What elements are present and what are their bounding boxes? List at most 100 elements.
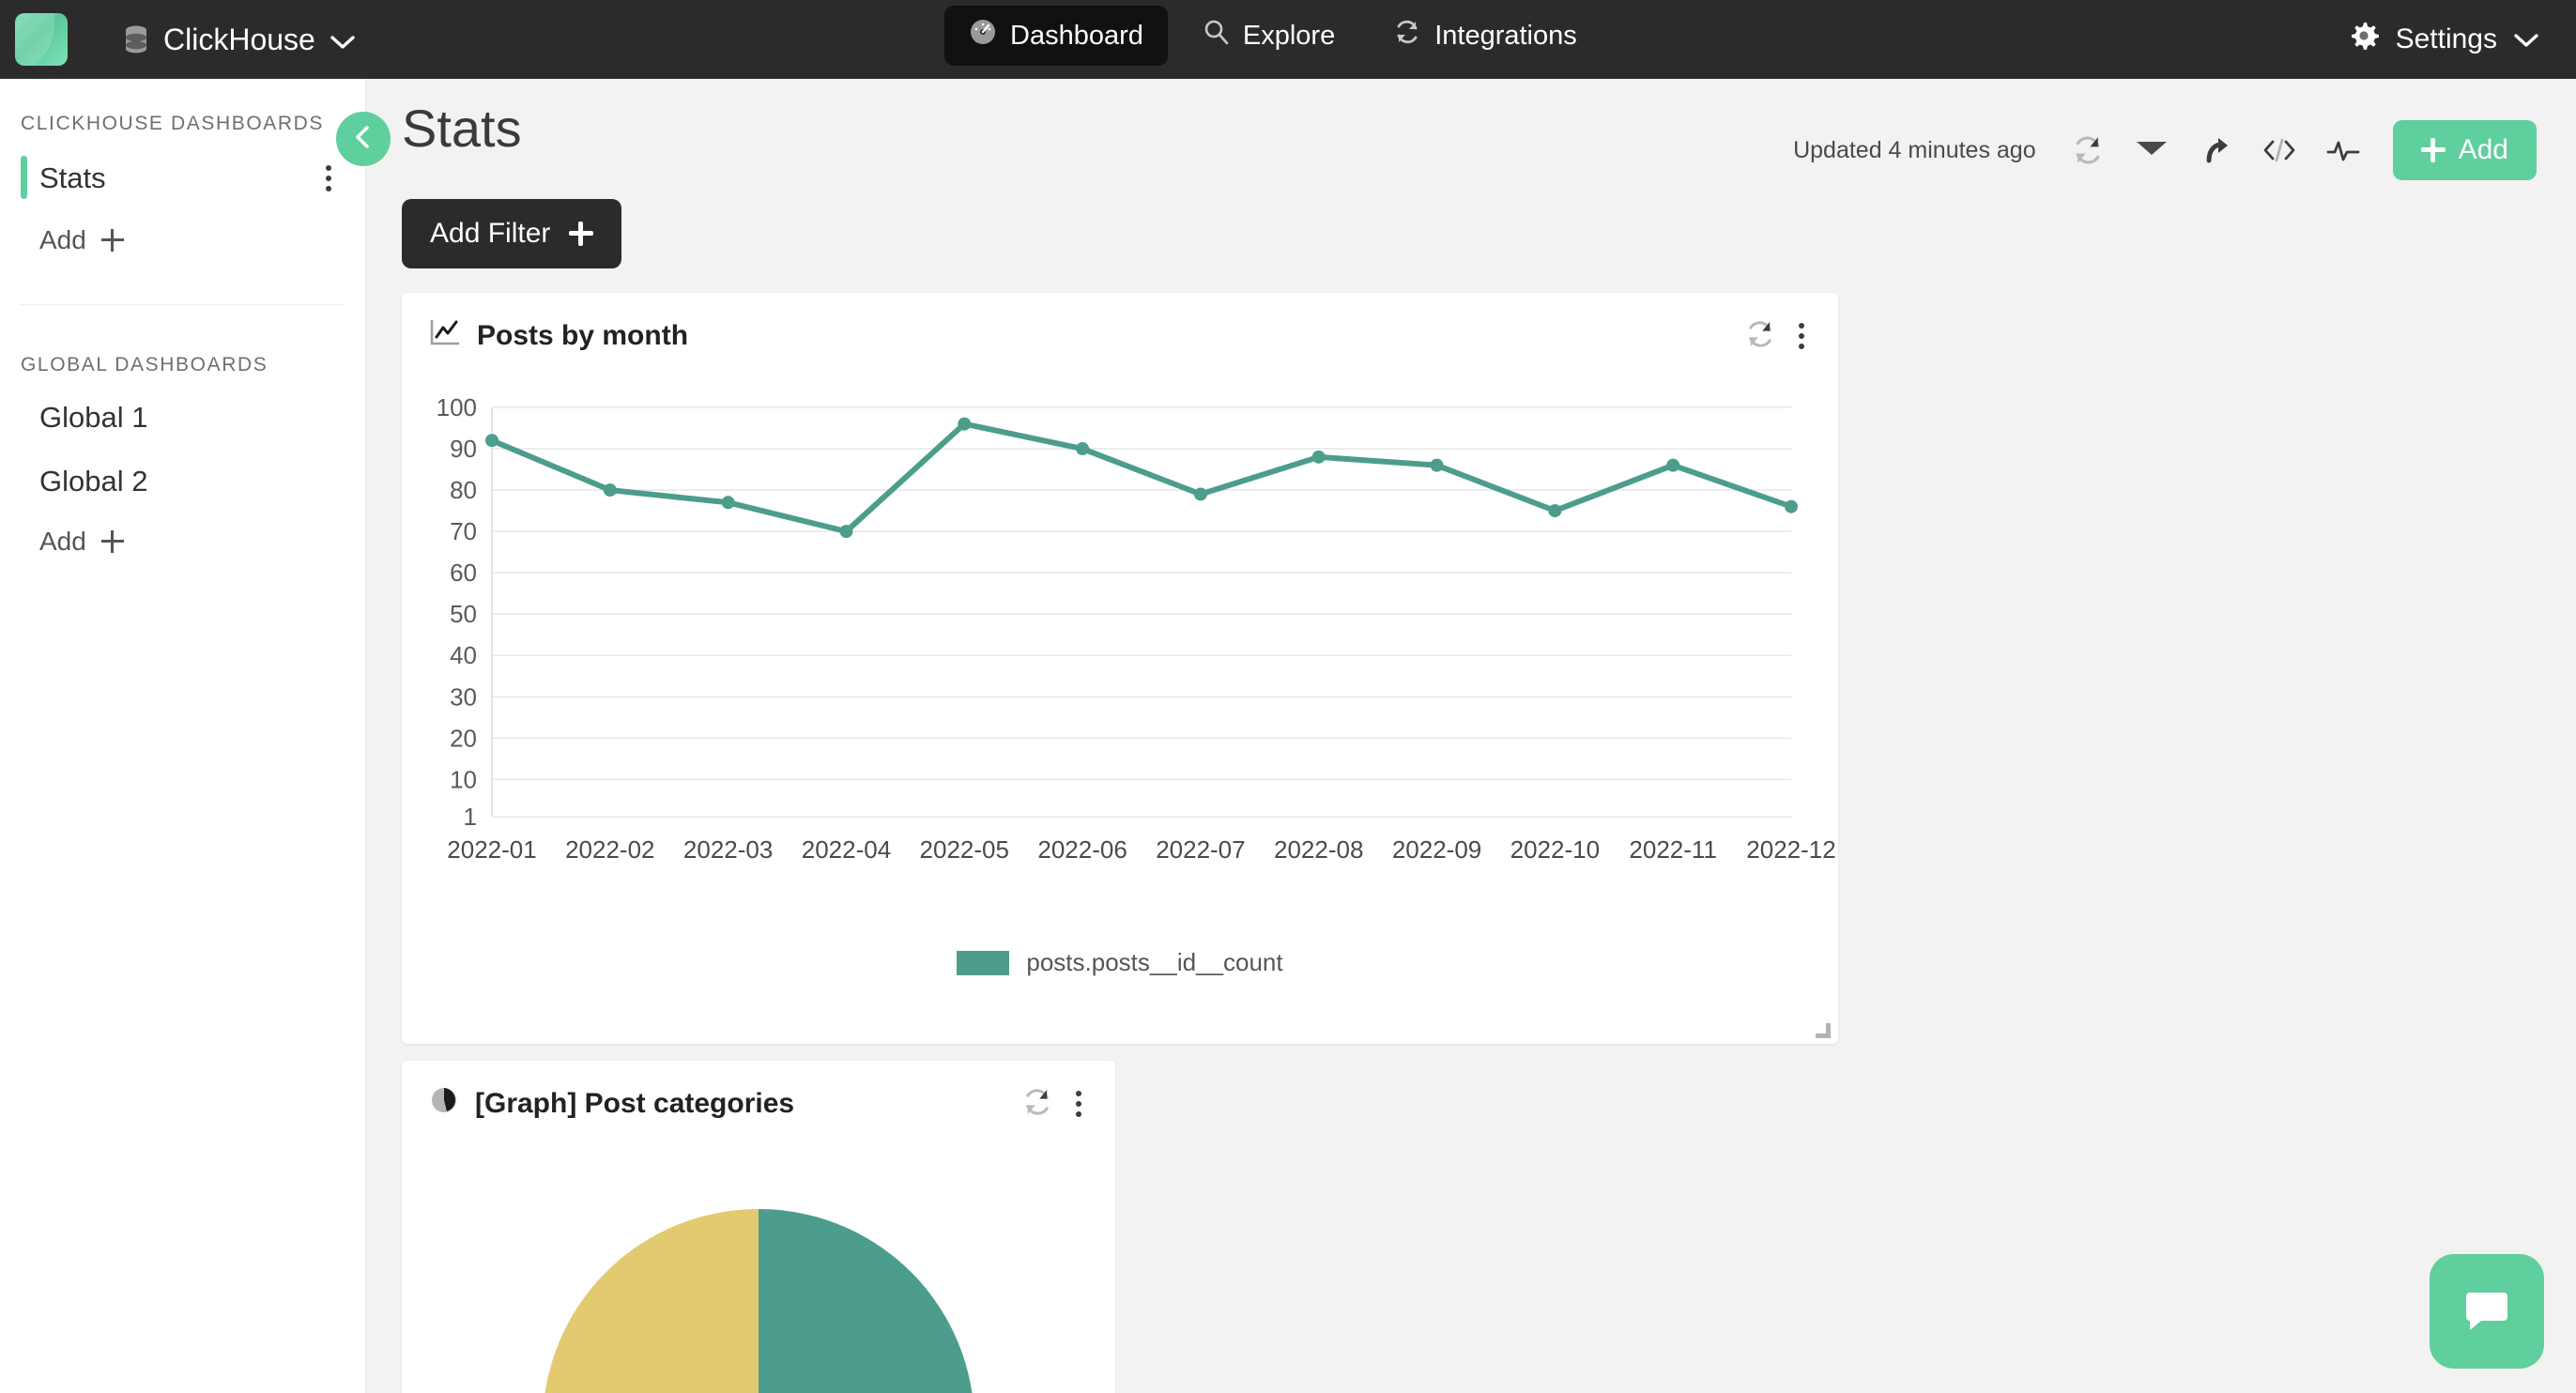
activity-icon[interactable] xyxy=(2314,121,2372,179)
sidebar-item-label: Global 1 xyxy=(39,401,148,434)
chevron-down-icon xyxy=(2514,23,2538,55)
nav-item-explore[interactable]: Explore xyxy=(1177,6,1359,66)
svg-text:2022-11: 2022-11 xyxy=(1629,835,1717,864)
sidebar-item-label: Global 2 xyxy=(39,465,148,498)
nav-label-dashboard: Dashboard xyxy=(1010,20,1143,51)
svg-text:2022-07: 2022-07 xyxy=(1156,835,1245,864)
page-title: Stats xyxy=(402,99,522,158)
sidebar-add-label: Add xyxy=(39,225,86,254)
nav-item-integrations[interactable]: Integrations xyxy=(1369,6,1602,66)
share-icon[interactable] xyxy=(2186,121,2245,179)
sidebar-divider xyxy=(21,304,345,305)
panel-post-categories: [Graph] Post categories xyxy=(402,1061,1115,1393)
line-chart-legend: posts.posts__id__count xyxy=(402,948,1838,977)
legend-label: posts.posts__id__count xyxy=(1026,948,1283,976)
svg-text:2022-02: 2022-02 xyxy=(565,835,654,864)
plus-icon xyxy=(100,530,124,553)
nav-label-integrations: Integrations xyxy=(1434,20,1577,51)
svg-text:60: 60 xyxy=(450,559,477,587)
search-icon xyxy=(1202,18,1230,54)
sidebar-item-global-1[interactable]: Global 1 xyxy=(0,386,365,450)
gear-icon xyxy=(2349,21,2379,58)
more-options-icon[interactable] xyxy=(1070,1085,1087,1123)
svg-text:30: 30 xyxy=(450,682,477,711)
more-options-icon[interactable] xyxy=(320,160,337,197)
svg-text:2022-08: 2022-08 xyxy=(1274,835,1363,864)
chevron-down-icon xyxy=(330,23,355,57)
svg-text:2022-12: 2022-12 xyxy=(1746,835,1835,864)
sidebar-item-label: Stats xyxy=(39,161,106,194)
database-icon xyxy=(124,25,148,54)
svg-text:70: 70 xyxy=(450,517,477,545)
pie-chart-svg xyxy=(543,1209,974,1393)
code-icon[interactable] xyxy=(2250,121,2308,179)
panel-resize-handle[interactable] xyxy=(1814,1021,1831,1038)
sidebar-item-stats[interactable]: Stats xyxy=(0,145,365,212)
svg-text:50: 50 xyxy=(450,600,477,628)
svg-text:90: 90 xyxy=(450,435,477,463)
add-filter-button[interactable]: Add Filter xyxy=(402,199,622,268)
sidebar-item-global-2[interactable]: Global 2 xyxy=(0,450,365,513)
add-button-label: Add xyxy=(2458,134,2508,165)
settings-menu[interactable]: Settings xyxy=(2349,0,2538,79)
plus-icon xyxy=(2420,138,2446,162)
sidebar: CLICKHOUSE DASHBOARDS Stats Add GLOBAL D… xyxy=(0,79,366,1393)
chat-widget-button[interactable] xyxy=(2430,1254,2544,1369)
panel-title-label: [Graph] Post categories xyxy=(475,1088,795,1119)
svg-text:2022-04: 2022-04 xyxy=(802,835,891,864)
legend-swatch xyxy=(957,950,1010,975)
svg-text:80: 80 xyxy=(450,476,477,504)
header-toolbar: Updated 4 minutes ago xyxy=(1793,98,2537,180)
pie-slice-sports[interactable] xyxy=(759,1209,974,1393)
line-chart-svg: 1 10 20 30 40 50 60 70 80 90 100 2022-01 2022-02 2022… xyxy=(437,393,1836,864)
panel-title-label: Posts by month xyxy=(477,320,689,351)
updated-timestamp: Updated 4 minutes ago xyxy=(1793,136,2036,163)
chat-bubble-icon xyxy=(2461,1283,2513,1340)
speedometer-icon xyxy=(969,18,997,54)
plus-icon xyxy=(100,229,124,252)
legend-item[interactable]: posts.posts__id__count xyxy=(957,948,1283,977)
pie-chart-area xyxy=(402,1143,1115,1393)
add-button[interactable]: Add xyxy=(2392,120,2537,180)
sidebar-add-label: Add xyxy=(39,527,86,556)
line-chart-area: 1 10 20 30 40 50 60 70 80 90 100 2022-01 2022-02 2022… xyxy=(402,375,1838,939)
sidebar-add-global-button[interactable]: Add xyxy=(0,513,365,570)
nav-item-dashboard[interactable]: Dashboard xyxy=(944,6,1168,66)
sidebar-collapse-button[interactable] xyxy=(336,112,391,166)
pie-slice-technology[interactable] xyxy=(543,1209,759,1393)
svg-text:40: 40 xyxy=(450,641,477,669)
add-filter-label: Add Filter xyxy=(430,218,551,249)
refresh-icon[interactable] xyxy=(1744,318,1776,355)
svg-text:1: 1 xyxy=(464,803,477,831)
main-content: Stats Updated 4 minutes ago xyxy=(366,79,2576,1393)
refresh-icon[interactable] xyxy=(1021,1086,1053,1123)
refresh-icon[interactable] xyxy=(2059,121,2117,179)
nav-label-explore: Explore xyxy=(1242,20,1336,51)
line-chart-icon xyxy=(430,318,460,354)
plus-icon xyxy=(569,222,594,246)
panel-header: Posts by month xyxy=(402,293,1838,375)
refresh-icon xyxy=(1393,18,1421,54)
sidebar-add-dashboard-button[interactable]: Add xyxy=(0,212,365,268)
sidebar-section-heading-global: GLOBAL DASHBOARDS xyxy=(21,354,268,375)
svg-text:10: 10 xyxy=(450,765,477,793)
panel-posts-by-month: Posts by month 1 10 20 30 40 50 60 70 8 xyxy=(402,293,1838,1044)
page-header: Stats Updated 4 minutes ago xyxy=(366,79,2576,180)
brand-label: ClickHouse xyxy=(163,22,315,56)
panel-header: [Graph] Post categories xyxy=(402,1061,1115,1143)
svg-text:20: 20 xyxy=(450,724,477,752)
svg-text:100: 100 xyxy=(437,393,477,421)
settings-label: Settings xyxy=(2395,23,2497,54)
email-icon[interactable] xyxy=(2123,121,2181,179)
main-nav: Dashboard Explore Integrations xyxy=(944,6,1602,66)
datasource-selector[interactable]: ClickHouse xyxy=(124,23,355,57)
more-options-icon[interactable] xyxy=(1793,317,1810,355)
app-logo[interactable] xyxy=(15,13,68,66)
svg-text:2022-01: 2022-01 xyxy=(447,835,536,864)
chevron-left-icon xyxy=(351,124,376,155)
top-navigation-bar: ClickHouse Dashboard xyxy=(0,0,2576,79)
svg-text:2022-10: 2022-10 xyxy=(1510,835,1600,864)
dashboard-grid: Posts by month 1 10 20 30 40 50 60 70 8 xyxy=(366,268,2576,1393)
svg-text:2022-03: 2022-03 xyxy=(683,835,773,864)
svg-text:2022-06: 2022-06 xyxy=(1037,835,1127,864)
